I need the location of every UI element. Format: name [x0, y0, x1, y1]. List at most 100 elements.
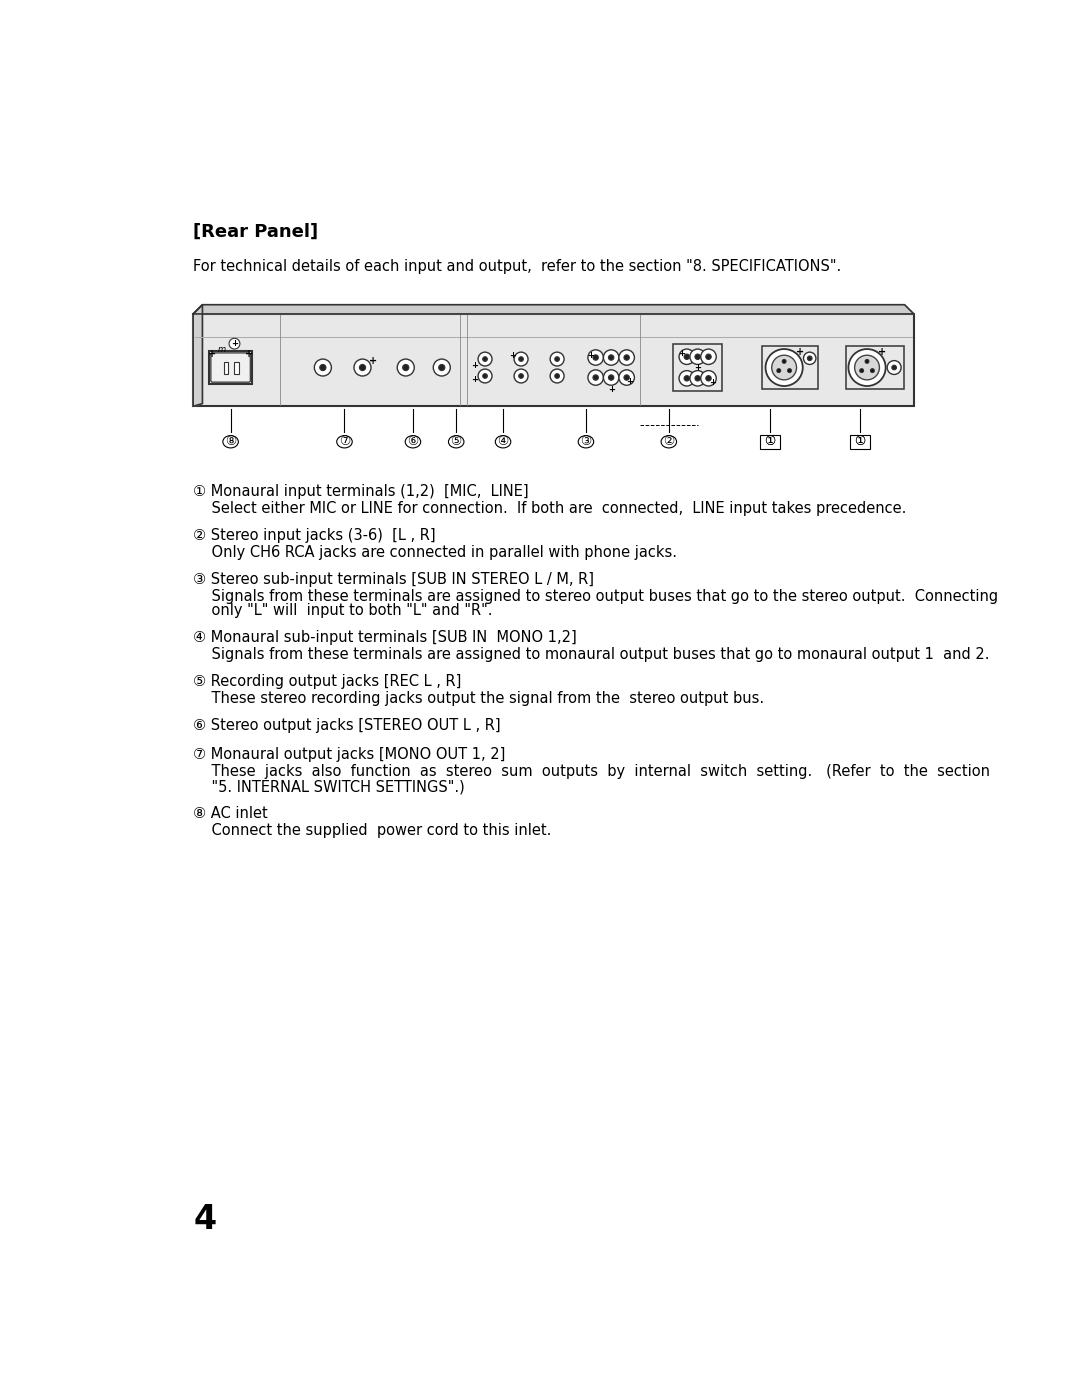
- Circle shape: [694, 376, 700, 381]
- Circle shape: [478, 369, 492, 383]
- Circle shape: [360, 365, 366, 370]
- Text: These stereo recording jacks output the signal from the  stereo output bus.: These stereo recording jacks output the …: [193, 692, 765, 707]
- Circle shape: [701, 370, 716, 386]
- Text: ①: ①: [854, 436, 865, 448]
- Text: Connect the supplied  power cord to this inlet.: Connect the supplied power cord to this …: [193, 823, 552, 838]
- Text: ① Monaural input terminals (1,2)  [MIC,  LINE]: ① Monaural input terminals (1,2) [MIC, L…: [193, 485, 529, 499]
- Polygon shape: [193, 305, 202, 407]
- Text: Select either MIC or LINE for connection.  If both are  connected,  LINE input t: Select either MIC or LINE for connection…: [193, 502, 906, 515]
- Circle shape: [593, 355, 598, 360]
- Circle shape: [860, 369, 864, 373]
- Circle shape: [887, 360, 901, 374]
- Circle shape: [593, 374, 598, 380]
- Circle shape: [588, 370, 604, 386]
- Circle shape: [777, 369, 781, 373]
- Text: +: +: [368, 356, 377, 366]
- Circle shape: [684, 376, 689, 381]
- Circle shape: [870, 369, 875, 373]
- Circle shape: [314, 359, 332, 376]
- Text: ①: ①: [765, 436, 775, 448]
- Ellipse shape: [661, 436, 676, 448]
- Circle shape: [604, 349, 619, 365]
- Circle shape: [483, 373, 487, 379]
- Text: +: +: [208, 349, 216, 359]
- Text: These  jacks  also  function  as  stereo  sum  outputs  by  internal  switch  se: These jacks also function as stereo sum …: [193, 764, 990, 780]
- Text: m: m: [217, 345, 226, 355]
- Text: Signals from these terminals are assigned to monaural output buses that go to mo: Signals from these terminals are assigne…: [193, 647, 989, 662]
- Text: ③ Stereo sub-input terminals [SUB IN STEREO L / M, R]: ③ Stereo sub-input terminals [SUB IN STE…: [193, 571, 594, 587]
- Circle shape: [849, 349, 886, 386]
- Text: ⑤ Recording output jacks [REC L , R]: ⑤ Recording output jacks [REC L , R]: [193, 675, 461, 689]
- Text: ⑦ Monaural output jacks [MONO OUT 1, 2]: ⑦ Monaural output jacks [MONO OUT 1, 2]: [193, 747, 505, 763]
- Ellipse shape: [448, 436, 464, 448]
- Circle shape: [892, 365, 896, 370]
- Bar: [224, 362, 228, 373]
- Circle shape: [514, 352, 528, 366]
- Circle shape: [555, 356, 559, 362]
- Text: +: +: [231, 339, 238, 348]
- Circle shape: [555, 373, 559, 379]
- Bar: [234, 362, 239, 373]
- Circle shape: [865, 359, 869, 363]
- Circle shape: [478, 352, 492, 366]
- Circle shape: [550, 369, 564, 383]
- Text: ⑦: ⑦: [339, 436, 350, 448]
- Text: ①: ①: [854, 436, 865, 448]
- Text: ②: ②: [663, 436, 674, 448]
- Text: ② Stereo input jacks (3-6)  [L , R]: ② Stereo input jacks (3-6) [L , R]: [193, 528, 435, 543]
- Circle shape: [706, 353, 712, 359]
- Text: +: +: [796, 346, 804, 358]
- Text: ⑧ AC inlet: ⑧ AC inlet: [193, 806, 268, 821]
- Bar: [846, 346, 904, 390]
- Text: ⑥ Stereo output jacks [STEREO OUT L , R]: ⑥ Stereo output jacks [STEREO OUT L , R]: [193, 718, 501, 733]
- Circle shape: [854, 355, 879, 380]
- Circle shape: [320, 365, 326, 370]
- Bar: [850, 434, 869, 448]
- Circle shape: [518, 356, 524, 362]
- Text: 4: 4: [193, 1203, 216, 1236]
- Circle shape: [679, 349, 694, 365]
- Text: ⑧: ⑧: [225, 436, 237, 448]
- FancyBboxPatch shape: [211, 353, 251, 383]
- Text: Only CH6 RCA jacks are connected in parallel with phone jacks.: Only CH6 RCA jacks are connected in para…: [193, 545, 677, 560]
- Ellipse shape: [222, 436, 239, 448]
- Circle shape: [679, 370, 694, 386]
- Circle shape: [604, 370, 619, 386]
- Bar: [210, 352, 252, 384]
- Circle shape: [518, 373, 524, 379]
- Ellipse shape: [337, 436, 352, 448]
- Text: +: +: [472, 362, 478, 370]
- Circle shape: [701, 349, 716, 365]
- Circle shape: [588, 349, 604, 365]
- Bar: [759, 434, 780, 448]
- Circle shape: [766, 349, 802, 386]
- Ellipse shape: [578, 436, 594, 448]
- Circle shape: [690, 349, 705, 365]
- Bar: [762, 346, 819, 390]
- Text: "5. INTERNAL SWITCH SETTINGS".): "5. INTERNAL SWITCH SETTINGS".): [193, 780, 464, 793]
- Text: +: +: [708, 379, 716, 387]
- Text: +: +: [245, 349, 253, 359]
- Circle shape: [229, 338, 240, 349]
- Circle shape: [433, 359, 450, 376]
- Text: +: +: [678, 349, 685, 358]
- Bar: [673, 345, 723, 391]
- Text: ④: ④: [498, 436, 509, 448]
- Ellipse shape: [762, 436, 778, 448]
- Ellipse shape: [852, 436, 867, 448]
- Circle shape: [397, 359, 415, 376]
- Circle shape: [782, 359, 786, 363]
- Circle shape: [804, 352, 815, 365]
- Text: only "L" will  input to both "L" and "R".: only "L" will input to both "L" and "R".: [193, 604, 492, 619]
- Circle shape: [694, 353, 700, 359]
- Circle shape: [624, 355, 630, 360]
- Text: +: +: [588, 351, 594, 359]
- Polygon shape: [193, 305, 914, 314]
- Circle shape: [808, 356, 812, 360]
- Circle shape: [354, 359, 372, 376]
- Text: [Rear Panel]: [Rear Panel]: [193, 224, 319, 242]
- Circle shape: [608, 355, 613, 360]
- Circle shape: [706, 376, 712, 381]
- Circle shape: [608, 374, 613, 380]
- Text: +: +: [509, 351, 516, 359]
